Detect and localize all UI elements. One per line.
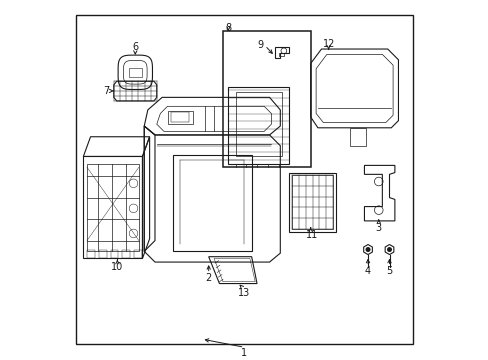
Text: 10: 10: [111, 262, 123, 273]
Text: 8: 8: [225, 23, 231, 32]
Text: 5: 5: [386, 266, 392, 276]
Text: 11: 11: [306, 230, 318, 240]
Circle shape: [365, 247, 370, 252]
Text: 13: 13: [238, 288, 250, 297]
Text: 1: 1: [241, 348, 247, 358]
Text: 9: 9: [257, 40, 263, 50]
Circle shape: [386, 247, 391, 252]
Text: 3: 3: [375, 223, 381, 233]
Text: 4: 4: [364, 266, 370, 276]
Text: 2: 2: [205, 273, 211, 283]
Text: 12: 12: [322, 39, 334, 49]
Text: 7: 7: [103, 86, 109, 96]
Text: 6: 6: [132, 42, 138, 52]
